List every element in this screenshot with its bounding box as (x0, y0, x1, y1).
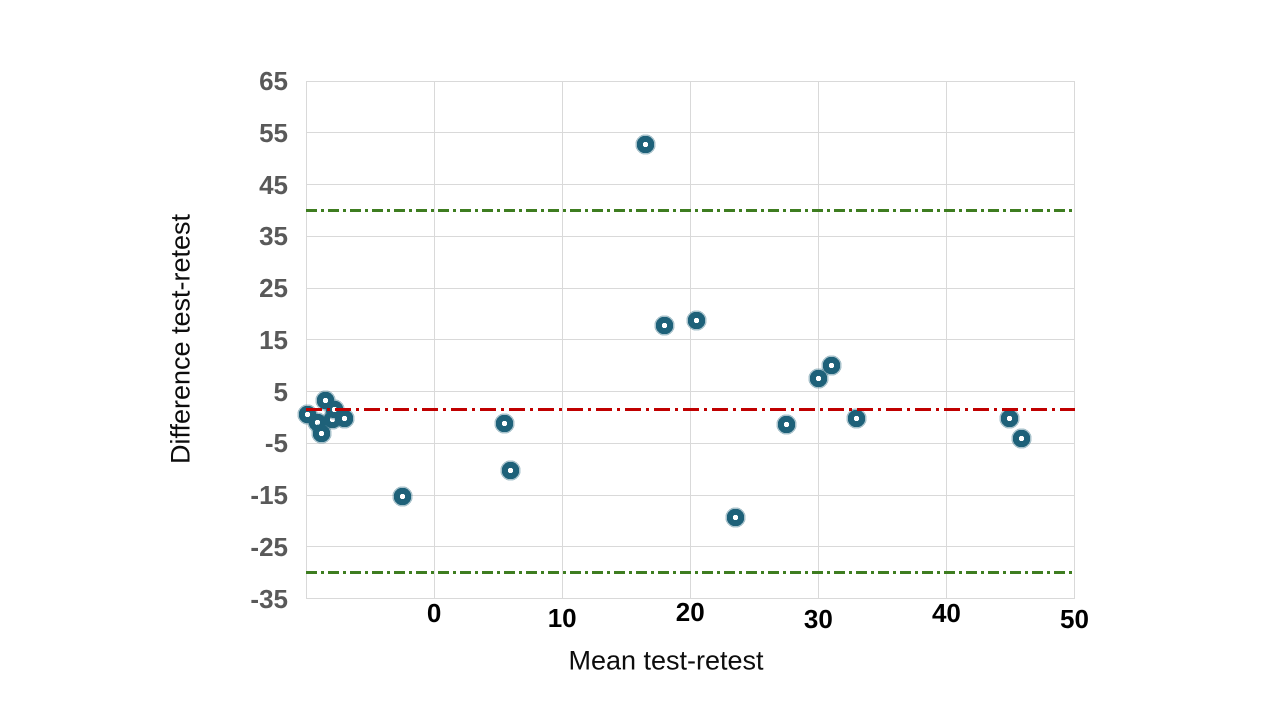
data-point (998, 408, 1020, 430)
x-axis-title: Mean test-retest (568, 645, 764, 676)
reference-line (306, 407, 1075, 411)
data-point (634, 133, 656, 155)
y-tick-label: -5 (264, 428, 288, 459)
y-tick-label: 5 (273, 376, 288, 407)
y-tick-label: 65 (259, 66, 288, 96)
data-point (333, 408, 355, 430)
y-axis-title: Difference test-retest (165, 213, 196, 465)
x-tick-label: 40 (931, 598, 961, 628)
y-tick-label: -15 (250, 480, 288, 510)
y-tick-label: -25 (250, 531, 288, 562)
y-tick-label: 55 (259, 117, 288, 148)
y-tick-label: 45 (259, 169, 288, 200)
reference-line (306, 571, 1075, 575)
data-point (1011, 427, 1033, 449)
x-tick-label: 0 (426, 598, 442, 628)
y-tick-label: -35 (250, 583, 288, 614)
vertical-gridline (561, 81, 563, 599)
data-point (820, 355, 842, 377)
vertical-gridline (945, 81, 947, 599)
vertical-gridline (689, 81, 691, 599)
x-tick-label: 30 (803, 604, 833, 634)
data-point (500, 459, 522, 481)
horizontal-gridline (306, 598, 1075, 599)
data-point (775, 413, 797, 435)
data-point (724, 507, 746, 529)
data-point (686, 309, 708, 331)
vertical-gridline (817, 81, 819, 599)
y-tick-label: 25 (259, 273, 288, 303)
vertical-gridline (305, 81, 307, 599)
x-tick-label: 50 (1060, 604, 1089, 634)
data-point (846, 407, 868, 429)
data-point (391, 485, 413, 507)
x-tick-label: 20 (675, 597, 705, 627)
data-point (654, 315, 676, 337)
reference-line (306, 208, 1075, 212)
vertical-gridline (433, 81, 435, 599)
vertical-gridline (1074, 81, 1075, 599)
y-tick-label: 35 (259, 221, 288, 252)
y-tick-label: 15 (259, 324, 288, 355)
x-tick-label: 10 (547, 603, 577, 633)
data-point (494, 413, 516, 435)
